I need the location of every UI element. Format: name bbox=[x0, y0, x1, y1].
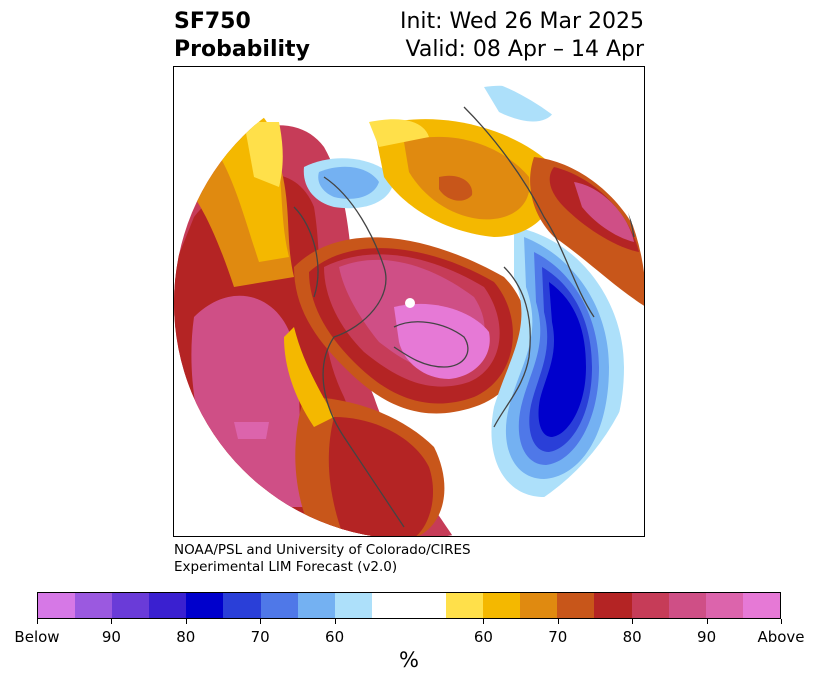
colorbar-swatch bbox=[371, 593, 409, 618]
colorbar-swatch bbox=[149, 593, 187, 618]
title-line-1: SF750 bbox=[174, 9, 251, 34]
colorbar-swatch bbox=[260, 593, 298, 618]
forecast-dates: Init: Wed 26 Mar 2025 Valid: 08 Apr – 14… bbox=[400, 8, 644, 64]
map-svg bbox=[174, 67, 644, 536]
colorbar-tick-label: 90 bbox=[697, 628, 717, 646]
colorbar-tick-label: Above bbox=[757, 628, 805, 646]
colorbar-swatch bbox=[408, 593, 447, 618]
colorbar-tick-label: 70 bbox=[250, 628, 270, 646]
colorbar-tickmark bbox=[557, 619, 559, 624]
colorbar-swatch bbox=[223, 593, 261, 618]
colorbar-swatch bbox=[631, 593, 669, 618]
colorbar-tickmark bbox=[781, 619, 782, 624]
init-date: Init: Wed 26 Mar 2025 bbox=[399, 9, 644, 34]
valid-range: Valid: 08 Apr – 14 Apr bbox=[405, 37, 645, 62]
colorbar-tickmark bbox=[706, 619, 708, 624]
colorbar-tickmark bbox=[185, 619, 187, 624]
colorbar-tickmark bbox=[260, 619, 262, 624]
colorbar-tickmark bbox=[334, 619, 336, 624]
colorbar-tick-label: 60 bbox=[325, 628, 345, 646]
colorbar-swatch bbox=[75, 593, 113, 618]
colorbar-swatch bbox=[446, 593, 484, 618]
probability-map bbox=[173, 66, 645, 537]
colorbar-swatch bbox=[594, 593, 632, 618]
colorbar-swatch bbox=[705, 593, 743, 618]
colorbar-swatch bbox=[334, 593, 372, 618]
colorbar-swatch bbox=[297, 593, 335, 618]
colorbar-swatch bbox=[38, 593, 76, 618]
colorbar-tickmark bbox=[111, 619, 113, 624]
colorbar-tickmark bbox=[483, 619, 485, 624]
colorbar-tickmark bbox=[37, 619, 38, 624]
colorbar-unit: % bbox=[399, 648, 419, 672]
colorbar-tick-label: 80 bbox=[622, 628, 642, 646]
credit-text: NOAA/PSL and University of Colorado/CIRE… bbox=[174, 542, 471, 576]
colorbar-swatch bbox=[742, 593, 780, 618]
colorbar-tickmark bbox=[632, 619, 634, 624]
colorbar-tick-label: 70 bbox=[548, 628, 568, 646]
colorbar-tick-label: 60 bbox=[473, 628, 493, 646]
colorbar-swatch bbox=[483, 593, 521, 618]
map-title: SF750 Probability bbox=[174, 8, 310, 64]
colorbar-swatch bbox=[112, 593, 150, 618]
colorbar-swatch bbox=[557, 593, 595, 618]
colorbar bbox=[37, 592, 781, 619]
colorbar-tick-label: 90 bbox=[101, 628, 121, 646]
colorbar-tick-label: Below bbox=[14, 628, 60, 646]
credit-line-2: Experimental LIM Forecast (v2.0) bbox=[174, 559, 398, 575]
credit-line-1: NOAA/PSL and University of Colorado/CIRE… bbox=[174, 542, 471, 558]
colorbar-swatch bbox=[668, 593, 706, 618]
colorbar-swatch bbox=[520, 593, 558, 618]
colorbar-tick-label: 80 bbox=[176, 628, 196, 646]
colorbar-swatch bbox=[186, 593, 224, 618]
title-line-2: Probability bbox=[174, 37, 310, 62]
